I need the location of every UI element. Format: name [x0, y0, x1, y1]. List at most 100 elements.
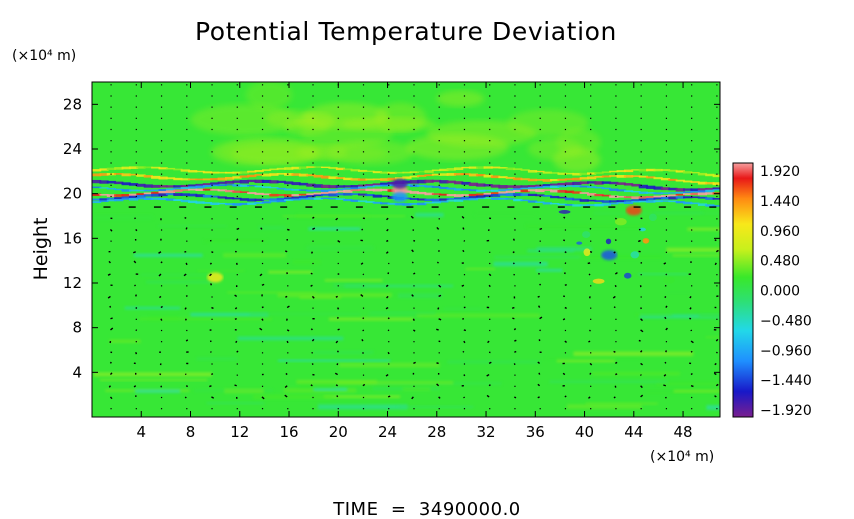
wind-vector	[160, 195, 163, 198]
wind-vector	[312, 117, 314, 119]
wind-vector	[184, 396, 187, 399]
band-cell	[594, 203, 604, 207]
wind-vector	[108, 260, 111, 264]
band-cell	[446, 200, 456, 202]
wind-vector	[287, 84, 289, 86]
band-cell	[520, 199, 530, 202]
wind-vector	[184, 307, 187, 310]
anomaly-spot	[630, 251, 640, 259]
band-cell	[550, 179, 560, 182]
band-cell	[92, 173, 102, 177]
wind-vector	[209, 273, 212, 277]
wind-vector	[160, 385, 163, 388]
band-cell	[261, 173, 272, 177]
wind-vector	[640, 84, 642, 86]
band-cell	[468, 166, 479, 169]
y-tick-label: 4	[72, 363, 82, 381]
wind-vector	[564, 395, 567, 398]
band-cell	[498, 185, 508, 189]
band-cell	[202, 188, 213, 191]
wind-vector	[286, 329, 290, 332]
anomaly-features	[207, 178, 675, 284]
wind-vector	[716, 128, 718, 131]
band-cell	[202, 183, 213, 186]
wind-vector	[284, 250, 288, 253]
wind-vector	[362, 408, 365, 410]
wind-vector	[236, 218, 238, 220]
texture-streak	[525, 223, 647, 229]
band-cell	[261, 186, 272, 189]
wind-vector	[690, 372, 693, 376]
wind-vector	[362, 317, 365, 320]
band-cell	[557, 196, 567, 199]
texture-streak	[133, 253, 203, 258]
wind-vector	[461, 215, 465, 219]
wind-vector	[690, 340, 694, 344]
wind-vector	[514, 408, 516, 410]
band-cell	[224, 171, 235, 174]
wind-vector	[438, 140, 440, 142]
texture-streak	[277, 359, 391, 362]
band-cell	[180, 193, 190, 196]
band-cell	[365, 188, 375, 192]
band-cell	[136, 189, 146, 192]
band-cell	[697, 203, 708, 206]
band-cell	[483, 197, 493, 199]
wind-vector	[211, 251, 214, 254]
band-cell	[616, 175, 626, 178]
wind-vector	[538, 305, 541, 308]
wind-vector	[362, 128, 365, 131]
wind-vector	[160, 117, 163, 119]
band-cell	[106, 188, 117, 190]
wind-vector	[413, 361, 416, 365]
band-cell	[409, 198, 419, 200]
band-cell	[394, 171, 405, 174]
wind-vector	[184, 216, 187, 219]
wind-vector	[436, 383, 440, 387]
wind-vector	[312, 84, 314, 86]
x-axis-ticks: 4 8 12 16 20 24 28 32 36 40 44 48	[136, 82, 693, 441]
wind-vector	[287, 128, 289, 131]
wind-vector	[690, 350, 693, 353]
wind-vector	[236, 140, 238, 142]
band-cell	[572, 172, 582, 176]
wind-vector	[135, 294, 137, 297]
texture-streak	[333, 283, 368, 288]
wind-vector	[413, 285, 415, 287]
wind-vector	[312, 162, 314, 164]
band-cell	[195, 194, 205, 198]
band-cell	[121, 166, 131, 170]
wind-vector	[564, 329, 567, 332]
band-cell	[291, 198, 301, 201]
wind-vector	[512, 262, 515, 265]
x-tick-label: 28	[427, 423, 446, 441]
wind-vector	[716, 95, 718, 97]
band-cell	[513, 198, 523, 202]
band-cell	[173, 189, 183, 192]
band-cell	[247, 179, 257, 183]
band-cell	[520, 193, 530, 196]
band-cell	[372, 171, 382, 174]
band-cell	[210, 184, 220, 187]
texture-streak	[699, 313, 720, 318]
wind-vector	[438, 340, 441, 343]
wind-vector	[362, 184, 365, 186]
wind-vector	[590, 385, 592, 387]
band-cell	[594, 175, 604, 178]
wind-vector	[135, 117, 137, 119]
wind-vector	[337, 128, 339, 131]
wind-vector	[615, 117, 617, 119]
wind-vector	[691, 408, 693, 410]
band-cell	[483, 194, 493, 197]
wind-vector	[436, 362, 439, 365]
wind-vector	[310, 251, 314, 254]
wind-vector	[539, 95, 541, 97]
wind-vector	[261, 162, 264, 164]
band-cell	[180, 189, 190, 191]
texture-streak	[253, 394, 333, 400]
band-cell	[675, 191, 685, 194]
wind-vector	[589, 227, 592, 230]
wind-vector	[564, 184, 567, 186]
band-cell	[498, 193, 508, 196]
